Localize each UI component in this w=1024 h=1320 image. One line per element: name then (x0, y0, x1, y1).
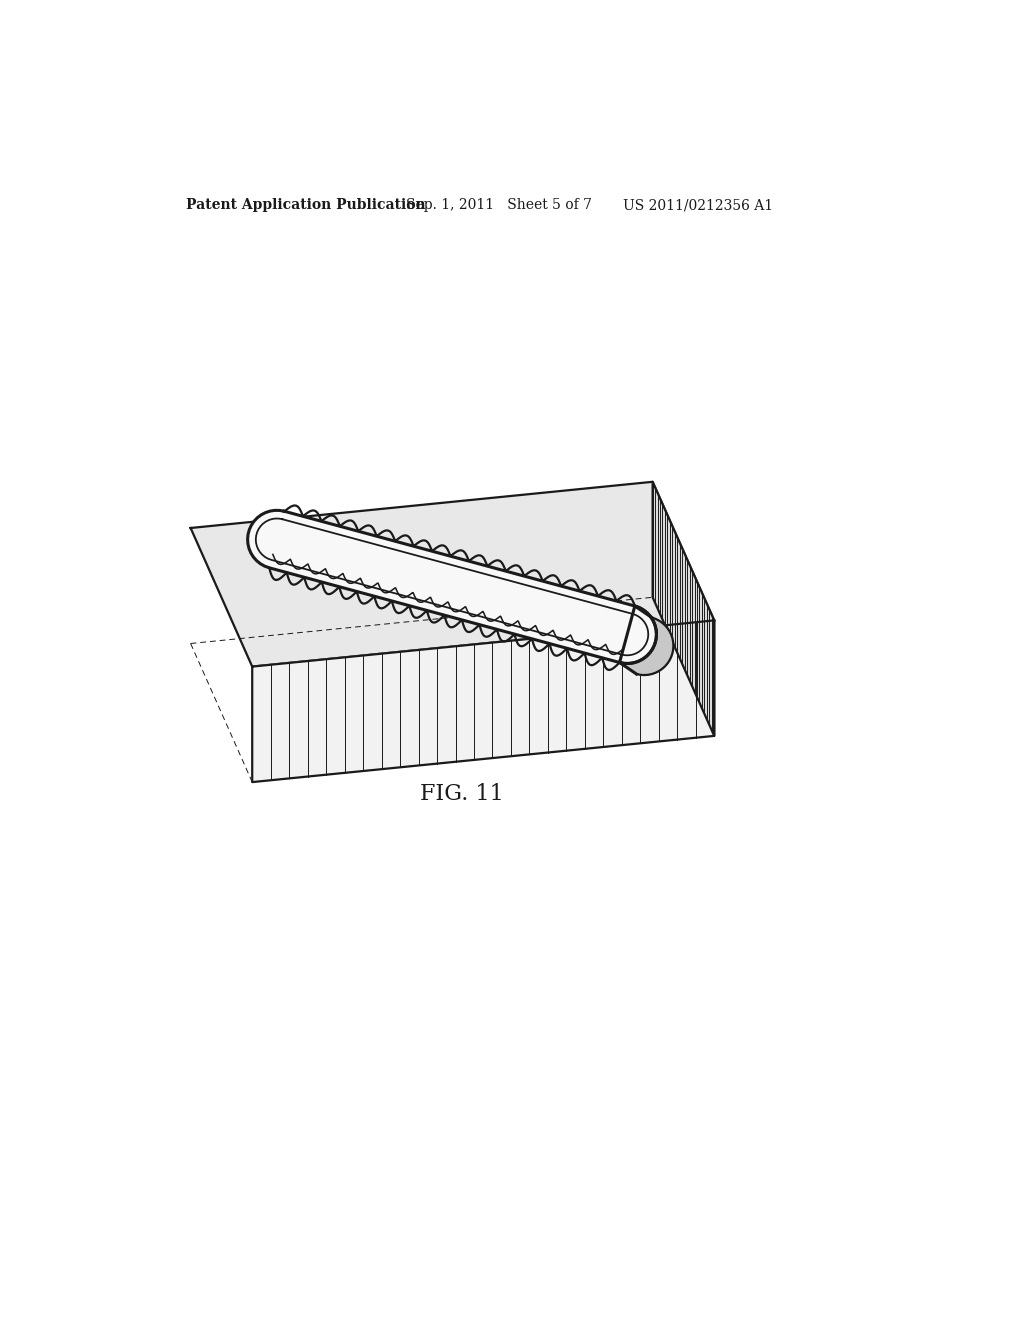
Polygon shape (190, 482, 714, 667)
Text: Patent Application Publication: Patent Application Publication (186, 198, 426, 213)
Text: US 2011/0212356 A1: US 2011/0212356 A1 (624, 198, 773, 213)
Polygon shape (248, 511, 656, 664)
Polygon shape (252, 620, 714, 781)
Text: FIG. 11: FIG. 11 (420, 783, 504, 805)
Polygon shape (620, 606, 674, 675)
Text: Sep. 1, 2011   Sheet 5 of 7: Sep. 1, 2011 Sheet 5 of 7 (407, 198, 592, 213)
Polygon shape (652, 482, 714, 737)
